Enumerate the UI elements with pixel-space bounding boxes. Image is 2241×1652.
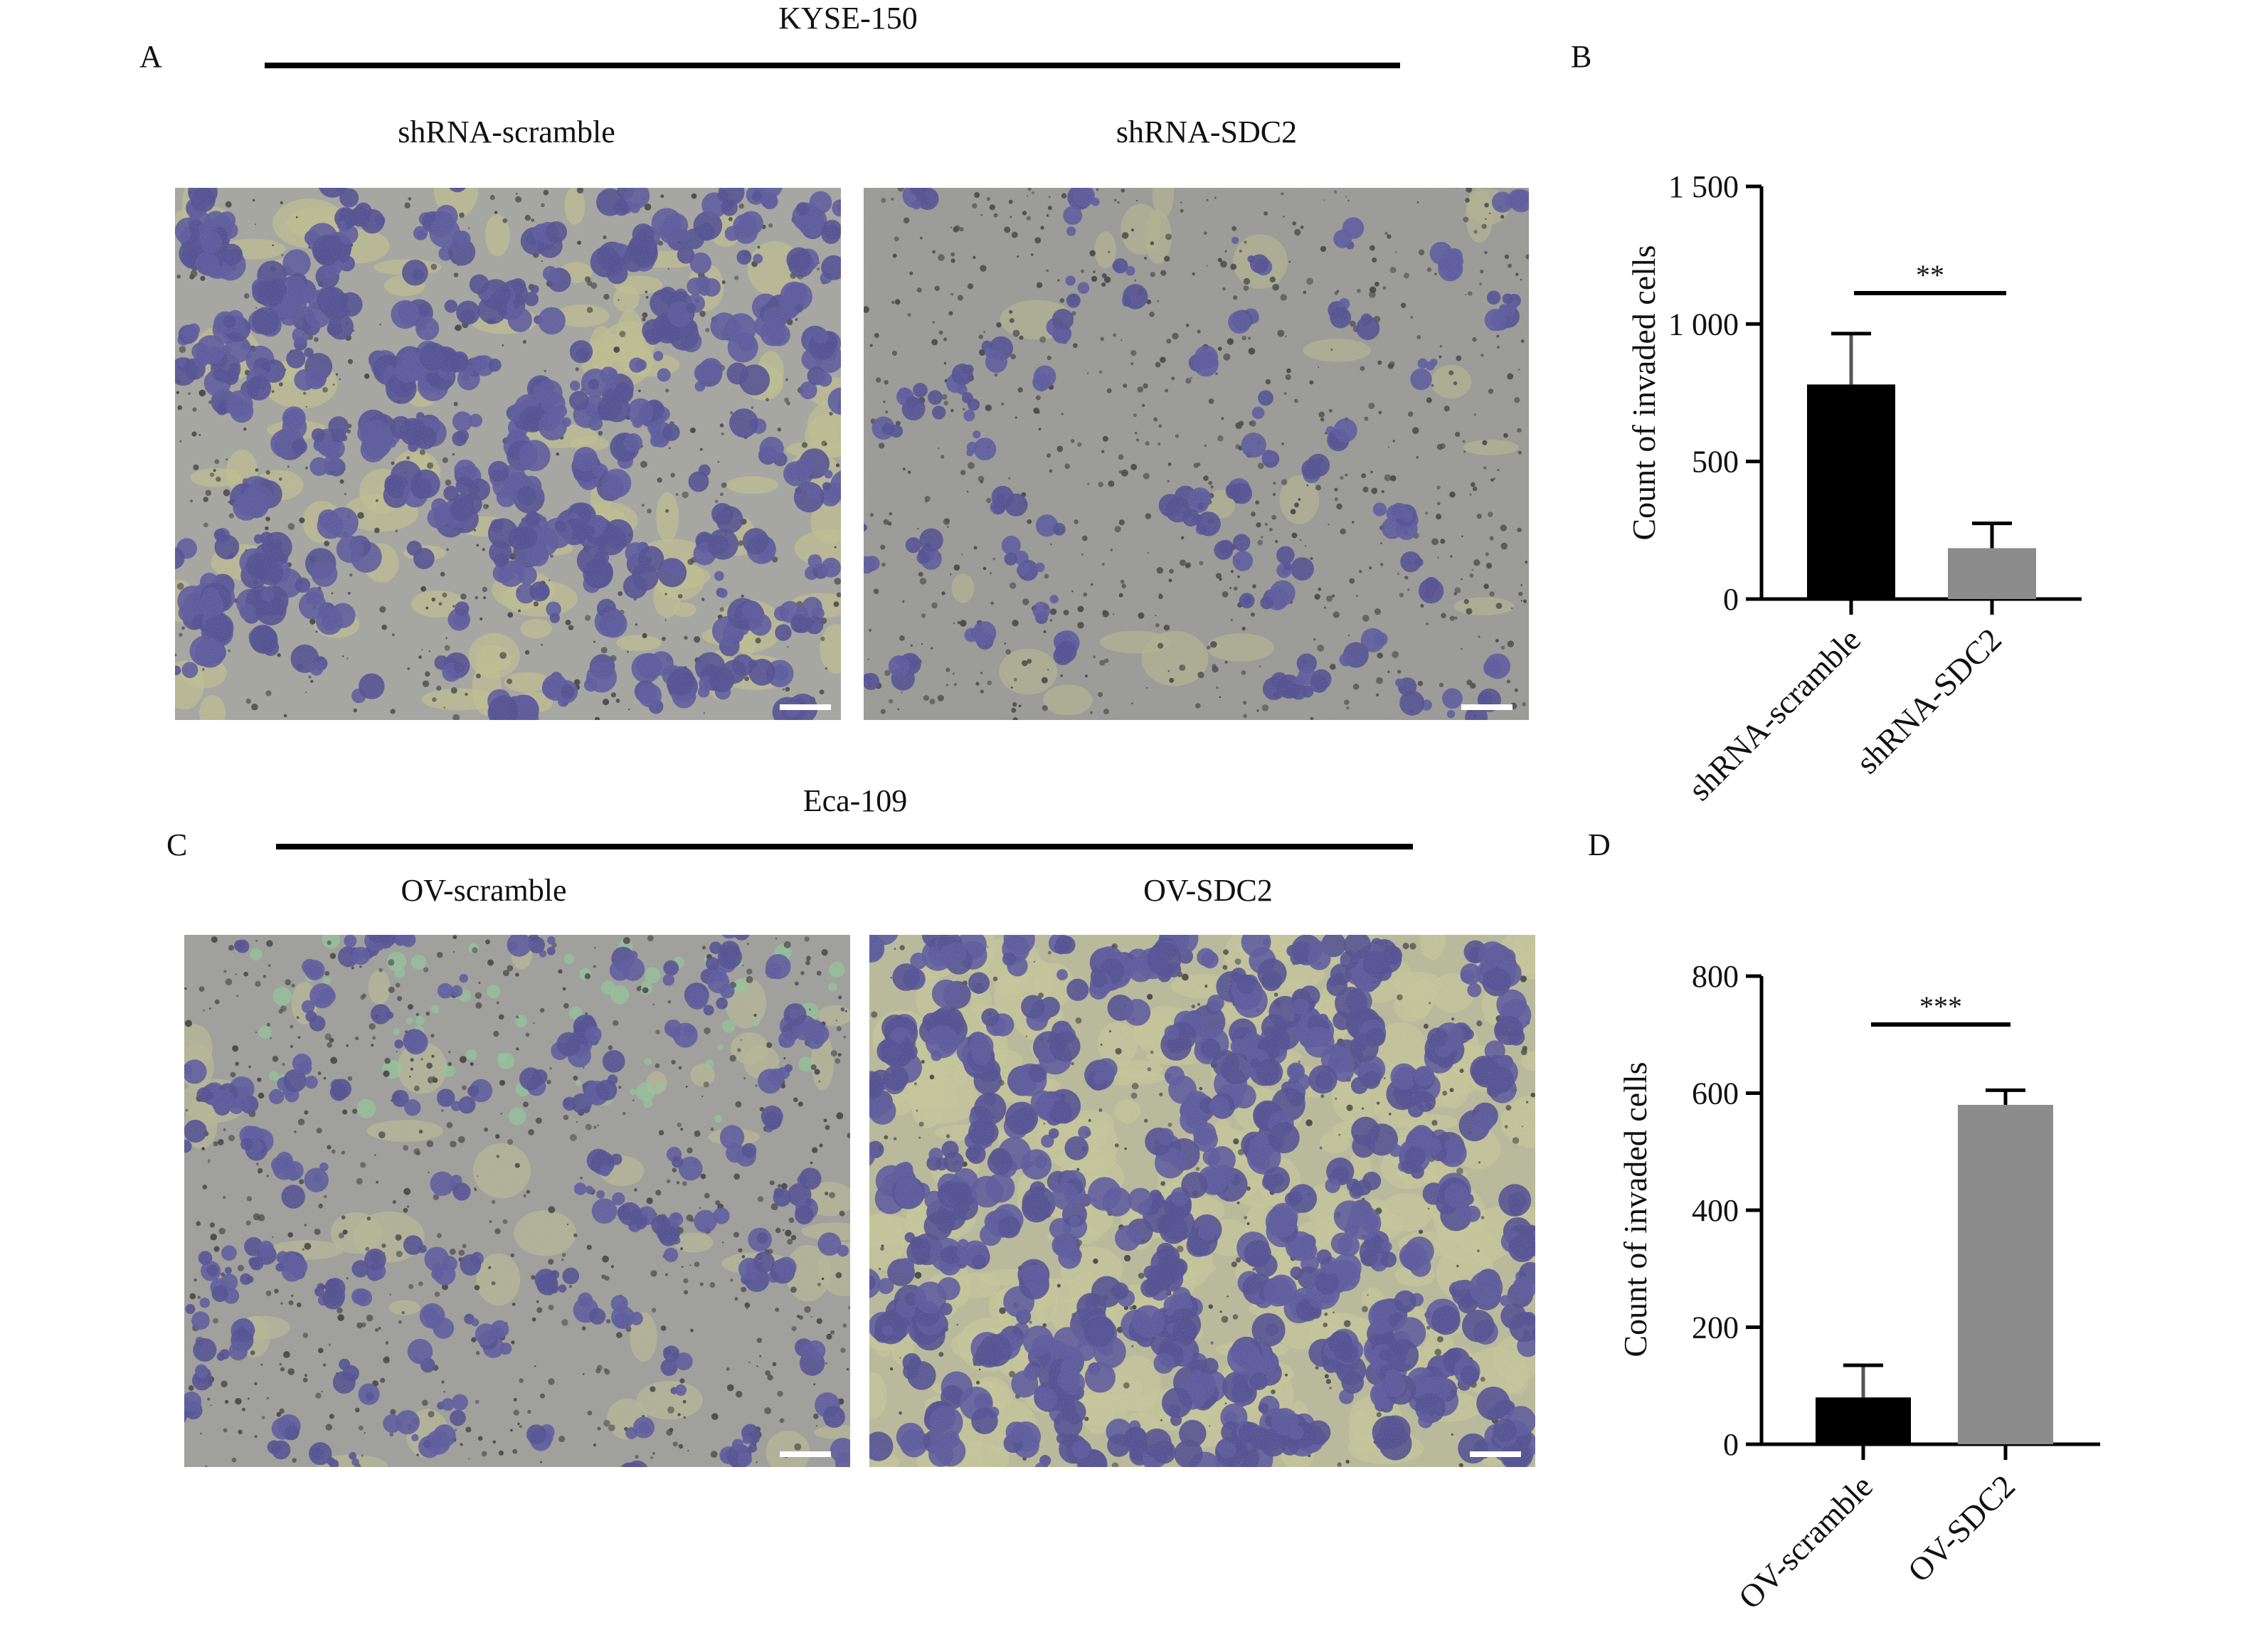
panel-c: C Eca-109 OV-scramble OV-SDC2 <box>166 783 1535 1467</box>
panel-a-cell-line: KYSE-150 <box>778 1 918 36</box>
panel-b-letter-wrap: B <box>1571 39 1591 74</box>
panel-c-cell-line: Eca-109 <box>803 783 908 818</box>
panel-d-letter: D <box>1588 827 1611 862</box>
panel-d-letter-wrap: D <box>1588 827 1611 862</box>
significance-label: ** <box>1916 259 1944 291</box>
scale-bar <box>780 1451 831 1457</box>
scale-bar <box>1470 1451 1521 1457</box>
category-label: shRNA-scramble <box>1681 621 1868 808</box>
micrograph-shrna-scramble <box>175 188 841 720</box>
micrograph-ov-scramble <box>184 935 850 1467</box>
bar <box>1958 1104 2053 1444</box>
y-tick-label: 0 <box>1723 582 1739 617</box>
bar <box>1948 548 2036 599</box>
micrograph-shrna-sdc2 <box>864 188 1529 720</box>
panel-c-letter: C <box>166 827 187 862</box>
chart-d: 0 200 400 600 800 Count of invaded cells OV-sc… <box>1617 959 2100 1616</box>
scale-bar <box>1461 704 1512 710</box>
y-tick-label: 600 <box>1692 1076 1739 1111</box>
category-label: OV-scramble <box>1732 1468 1880 1616</box>
chart-b: 0 500 1 000 1 500 Count of invaded cells shRN… <box>1626 169 2082 808</box>
panel-c-image-label-1: OV-scramble <box>401 873 567 908</box>
bar <box>1816 1397 1911 1444</box>
significance-label: *** <box>1919 990 1962 1022</box>
scale-bar <box>780 704 831 710</box>
panel-a-image-label-1: shRNA-scramble <box>398 115 615 149</box>
panel-a-letter: A <box>139 39 162 74</box>
y-axis-label: Count of invaded cells <box>1626 245 1662 540</box>
bar <box>1807 384 1895 599</box>
category-label: shRNA-SDC2 <box>1849 621 2008 780</box>
y-tick-label: 1 500 <box>1668 169 1739 204</box>
panel-c-image-label-2: OV-SDC2 <box>1143 873 1273 908</box>
y-axis-label: Count of invaded cells <box>1617 1061 1653 1357</box>
y-tick-label: 800 <box>1692 959 1739 994</box>
y-tick-label: 400 <box>1692 1193 1739 1228</box>
y-tick-label: 1 000 <box>1668 307 1739 341</box>
panel-a: A KYSE-150 shRNA-scramble shRNA-SDC2 <box>139 1 1529 720</box>
y-tick-label: 500 <box>1692 445 1739 480</box>
category-label: OV-SDC2 <box>1901 1468 2022 1589</box>
micrograph-ov-sdc2 <box>869 935 1535 1467</box>
y-tick-label: 0 <box>1723 1427 1739 1462</box>
panel-a-image-label-2: shRNA-SDC2 <box>1116 115 1297 149</box>
panel-b-letter: B <box>1571 39 1591 74</box>
y-tick-label: 200 <box>1692 1311 1739 1345</box>
